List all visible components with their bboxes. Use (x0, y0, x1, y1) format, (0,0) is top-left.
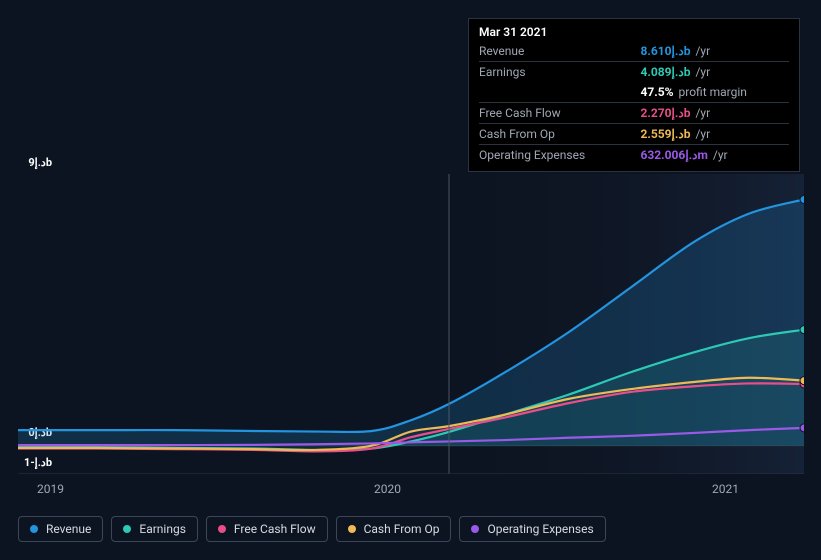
tooltip-row-value: 4.089د.إb /yr (621, 62, 789, 83)
x-axis-label: 2020 (374, 482, 401, 496)
financial-chart: د.إ9bد.إ0bد.إ-1b 201920202021 Mar 31 202… (0, 0, 821, 560)
tooltip-row-label (479, 82, 621, 103)
tooltip-table: Revenue8.610د.إb /yrEarnings4.089د.إb /y… (479, 41, 789, 165)
legend-color-icon (218, 525, 226, 533)
series-end-marker (800, 195, 804, 203)
chart-plot-area[interactable] (18, 174, 804, 474)
legend-color-icon (123, 525, 131, 533)
legend-color-icon (348, 525, 356, 533)
chart-legend: Revenue Earnings Free Cash Flow Cash From O… (18, 516, 606, 542)
legend-item[interactable]: Operating Expenses (459, 516, 605, 542)
legend-label: Operating Expenses (487, 522, 593, 536)
tooltip-row-label: Cash From Op (479, 124, 621, 145)
legend-item[interactable]: Earnings (111, 516, 198, 542)
legend-label: Earnings (139, 522, 186, 536)
tooltip-row-value: 47.5% profit margin (621, 82, 789, 103)
series-end-marker (800, 377, 804, 385)
tooltip-row-value: 8.610د.إb /yr (621, 41, 789, 62)
tooltip-row-label: Earnings (479, 62, 621, 83)
tooltip-row-value: 2.270د.إb /yr (621, 103, 789, 124)
legend-item[interactable]: Revenue (18, 516, 103, 542)
tooltip-row-label: Operating Expenses (479, 145, 621, 166)
legend-label: Revenue (46, 522, 91, 536)
series-end-marker (800, 424, 804, 432)
tooltip-row-label: Free Cash Flow (479, 103, 621, 124)
legend-color-icon (30, 525, 38, 533)
tooltip-row-label: Revenue (479, 41, 621, 62)
hover-tooltip: Mar 31 2021 Revenue8.610د.إb /yrEarnings… (468, 18, 800, 172)
x-axis-label: 2021 (712, 482, 739, 496)
tooltip-row-value: 632.006د.إm /yr (621, 145, 789, 166)
legend-item[interactable]: Free Cash Flow (206, 516, 328, 542)
legend-color-icon (471, 525, 479, 533)
series-end-marker (800, 326, 804, 334)
y-axis-label: د.إ9b (4, 156, 52, 169)
legend-item[interactable]: Cash From Op (336, 516, 452, 542)
x-axis-label: 2019 (37, 482, 64, 496)
legend-label: Free Cash Flow (234, 522, 316, 536)
tooltip-row-value: 2.559د.إb /yr (621, 124, 789, 145)
legend-label: Cash From Op (364, 522, 440, 536)
tooltip-date: Mar 31 2021 (479, 25, 789, 39)
